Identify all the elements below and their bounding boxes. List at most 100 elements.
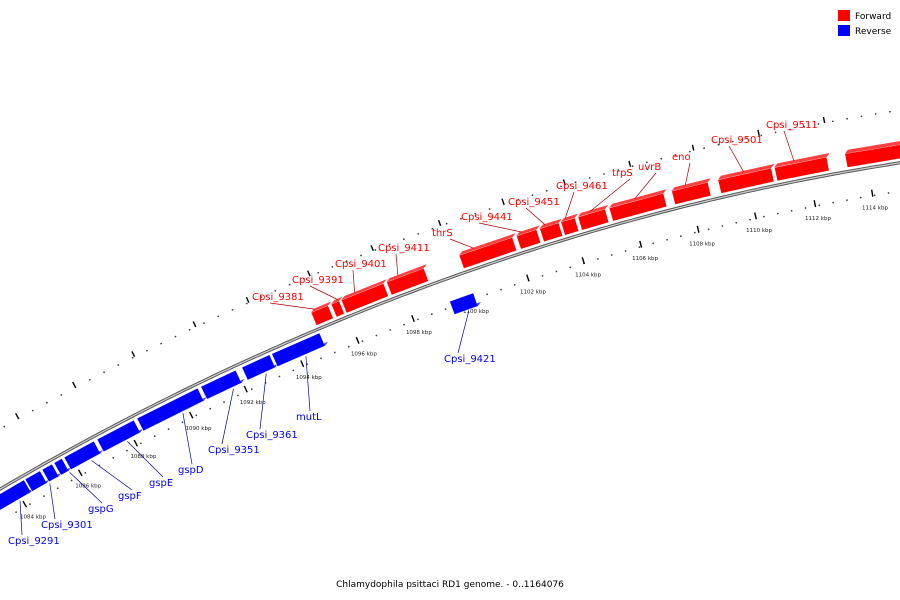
inner-guide-dot — [500, 288, 502, 291]
forward-leader-line — [783, 130, 795, 162]
forward-gene-arrow-top — [671, 178, 711, 192]
inner-guide-dot — [873, 194, 876, 197]
outer-guide-dot — [260, 296, 262, 298]
reverse-gene-label: Cpsi_9361 — [246, 430, 298, 441]
forward-gene-arrow-top — [717, 164, 775, 180]
reverse-leader-line — [127, 441, 164, 478]
outer-guide-dot — [746, 137, 748, 140]
reverse-gene-arrow-top — [60, 466, 72, 476]
inner-guide-dot — [29, 503, 31, 505]
outer-guide-dot — [817, 123, 820, 125]
inner-guide-dot — [389, 329, 392, 331]
outer-guide-dot — [660, 157, 663, 160]
forward-leader-line — [352, 269, 355, 293]
inner-scale-tick — [355, 336, 360, 344]
inner-guide-dot — [403, 323, 405, 326]
outer-guide-dot — [317, 271, 320, 274]
inner-scale-tick — [526, 274, 530, 282]
forward-gene-label: Cpsi_9511 — [766, 120, 818, 131]
forward-leader-line — [309, 285, 338, 300]
inner-guide-dot — [693, 231, 696, 234]
inner-guide-dot — [749, 218, 751, 221]
inner-guide-dot — [555, 270, 558, 273]
reverse-leader-line — [19, 500, 23, 536]
scale-label: 1100 kbp — [463, 309, 489, 315]
reverse-leader-line — [305, 356, 311, 412]
outer-guide-dot — [774, 131, 777, 134]
legend-reverse-swatch — [838, 25, 850, 36]
inner-guide-dot — [790, 209, 793, 212]
outer-scale-tick — [757, 129, 760, 136]
outer-guide-dot — [831, 120, 834, 123]
inner-guide-dot — [652, 242, 655, 245]
outer-guide-dot — [717, 143, 720, 146]
inner-guide-dot — [430, 313, 433, 316]
reverse-gene-arrow-top — [277, 341, 328, 367]
forward-gene-arrow-top — [341, 279, 387, 301]
scale-label: 1092 kbp — [240, 400, 266, 406]
inner-guide-dot — [624, 250, 627, 252]
outer-guide-dot — [217, 315, 220, 318]
forward-gene-label: Cpsi_9441 — [461, 212, 513, 223]
reverse-leader-line — [221, 388, 234, 445]
inner-scale-tick — [22, 500, 28, 508]
scale-label: 1102 kbp — [520, 290, 546, 296]
outer-guide-dot — [574, 181, 577, 184]
forward-gene-arrow-top — [331, 296, 343, 305]
outer-guide-dot — [117, 364, 120, 366]
forward-leader-line — [564, 191, 575, 219]
outer-scale-tick — [192, 321, 197, 328]
inner-guide-dot — [112, 457, 115, 459]
reverse-gene-label: gspG — [88, 504, 114, 515]
inner-guide-dot — [486, 293, 488, 296]
forward-gene-arrow-top — [577, 205, 609, 217]
reverse-gene-label: Cpsi_9301 — [41, 520, 93, 531]
inner-guide-dot — [15, 511, 17, 513]
outer-guide-dot — [617, 169, 620, 171]
outer-scale-tick — [628, 160, 632, 167]
backbone-inner-line — [0, 162, 900, 490]
outer-guide-dot — [889, 110, 891, 113]
inner-guide-dot — [569, 266, 572, 269]
inner-guide-dot — [375, 334, 378, 337]
inner-guide-dot — [292, 369, 295, 372]
reverse-gene-label: gspD — [178, 465, 204, 476]
inner-guide-dot — [195, 414, 198, 417]
inner-guide-dot — [776, 212, 779, 215]
forward-gene-label: Cpsi_9451 — [508, 197, 560, 208]
inner-guide-dot — [347, 345, 350, 348]
scale-label: 1094 kbp — [296, 375, 322, 381]
outer-guide-dot — [131, 356, 134, 359]
outer-scale-tick — [437, 219, 442, 227]
outer-scale-tick — [72, 381, 77, 388]
inner-guide-dot — [680, 235, 682, 238]
forward-gene-label: uvrB — [638, 162, 661, 173]
inner-guide-dot — [541, 275, 544, 277]
reverse-leader-line — [49, 483, 56, 520]
inner-guide-dot — [417, 318, 419, 321]
forward-gene-label: Cpsi_9411 — [378, 243, 430, 254]
forward-leader-line — [590, 178, 631, 212]
forward-gene-label: trpS — [612, 168, 633, 179]
outer-guide-dot — [46, 401, 48, 404]
forward-gene-arrow-top — [844, 141, 900, 154]
scale-labels: 1084 kbp 1086 kbp 1088 kbp 1090 kbp 1092 kbp… — [20, 205, 888, 520]
scale-label: 1096 kbp — [351, 352, 377, 358]
inner-guide-dot — [444, 308, 447, 310]
outer-guide-dot — [274, 290, 277, 292]
reverse-gene-arrow-top — [70, 449, 104, 470]
reverse-leader-line — [91, 460, 133, 491]
inner-guide-dot — [250, 388, 253, 390]
inner-guide-dot — [832, 201, 834, 204]
forward-gene-label: eno — [672, 152, 691, 163]
reverse-gene-arrow-top — [454, 302, 481, 315]
outer-guide-dot — [60, 394, 63, 396]
outer-guide-dot — [245, 302, 248, 305]
genome-caption: Chlamydophila psittaci RD1 genome. - 0..… — [336, 580, 564, 590]
legend: Forward Reverse — [838, 10, 892, 37]
backbone-outer-line — [0, 161, 900, 491]
outer-guide-dot — [789, 128, 791, 131]
inner-guide-dot — [126, 449, 128, 452]
legend-forward-swatch — [838, 10, 850, 21]
inner-guide-dot — [610, 254, 613, 256]
